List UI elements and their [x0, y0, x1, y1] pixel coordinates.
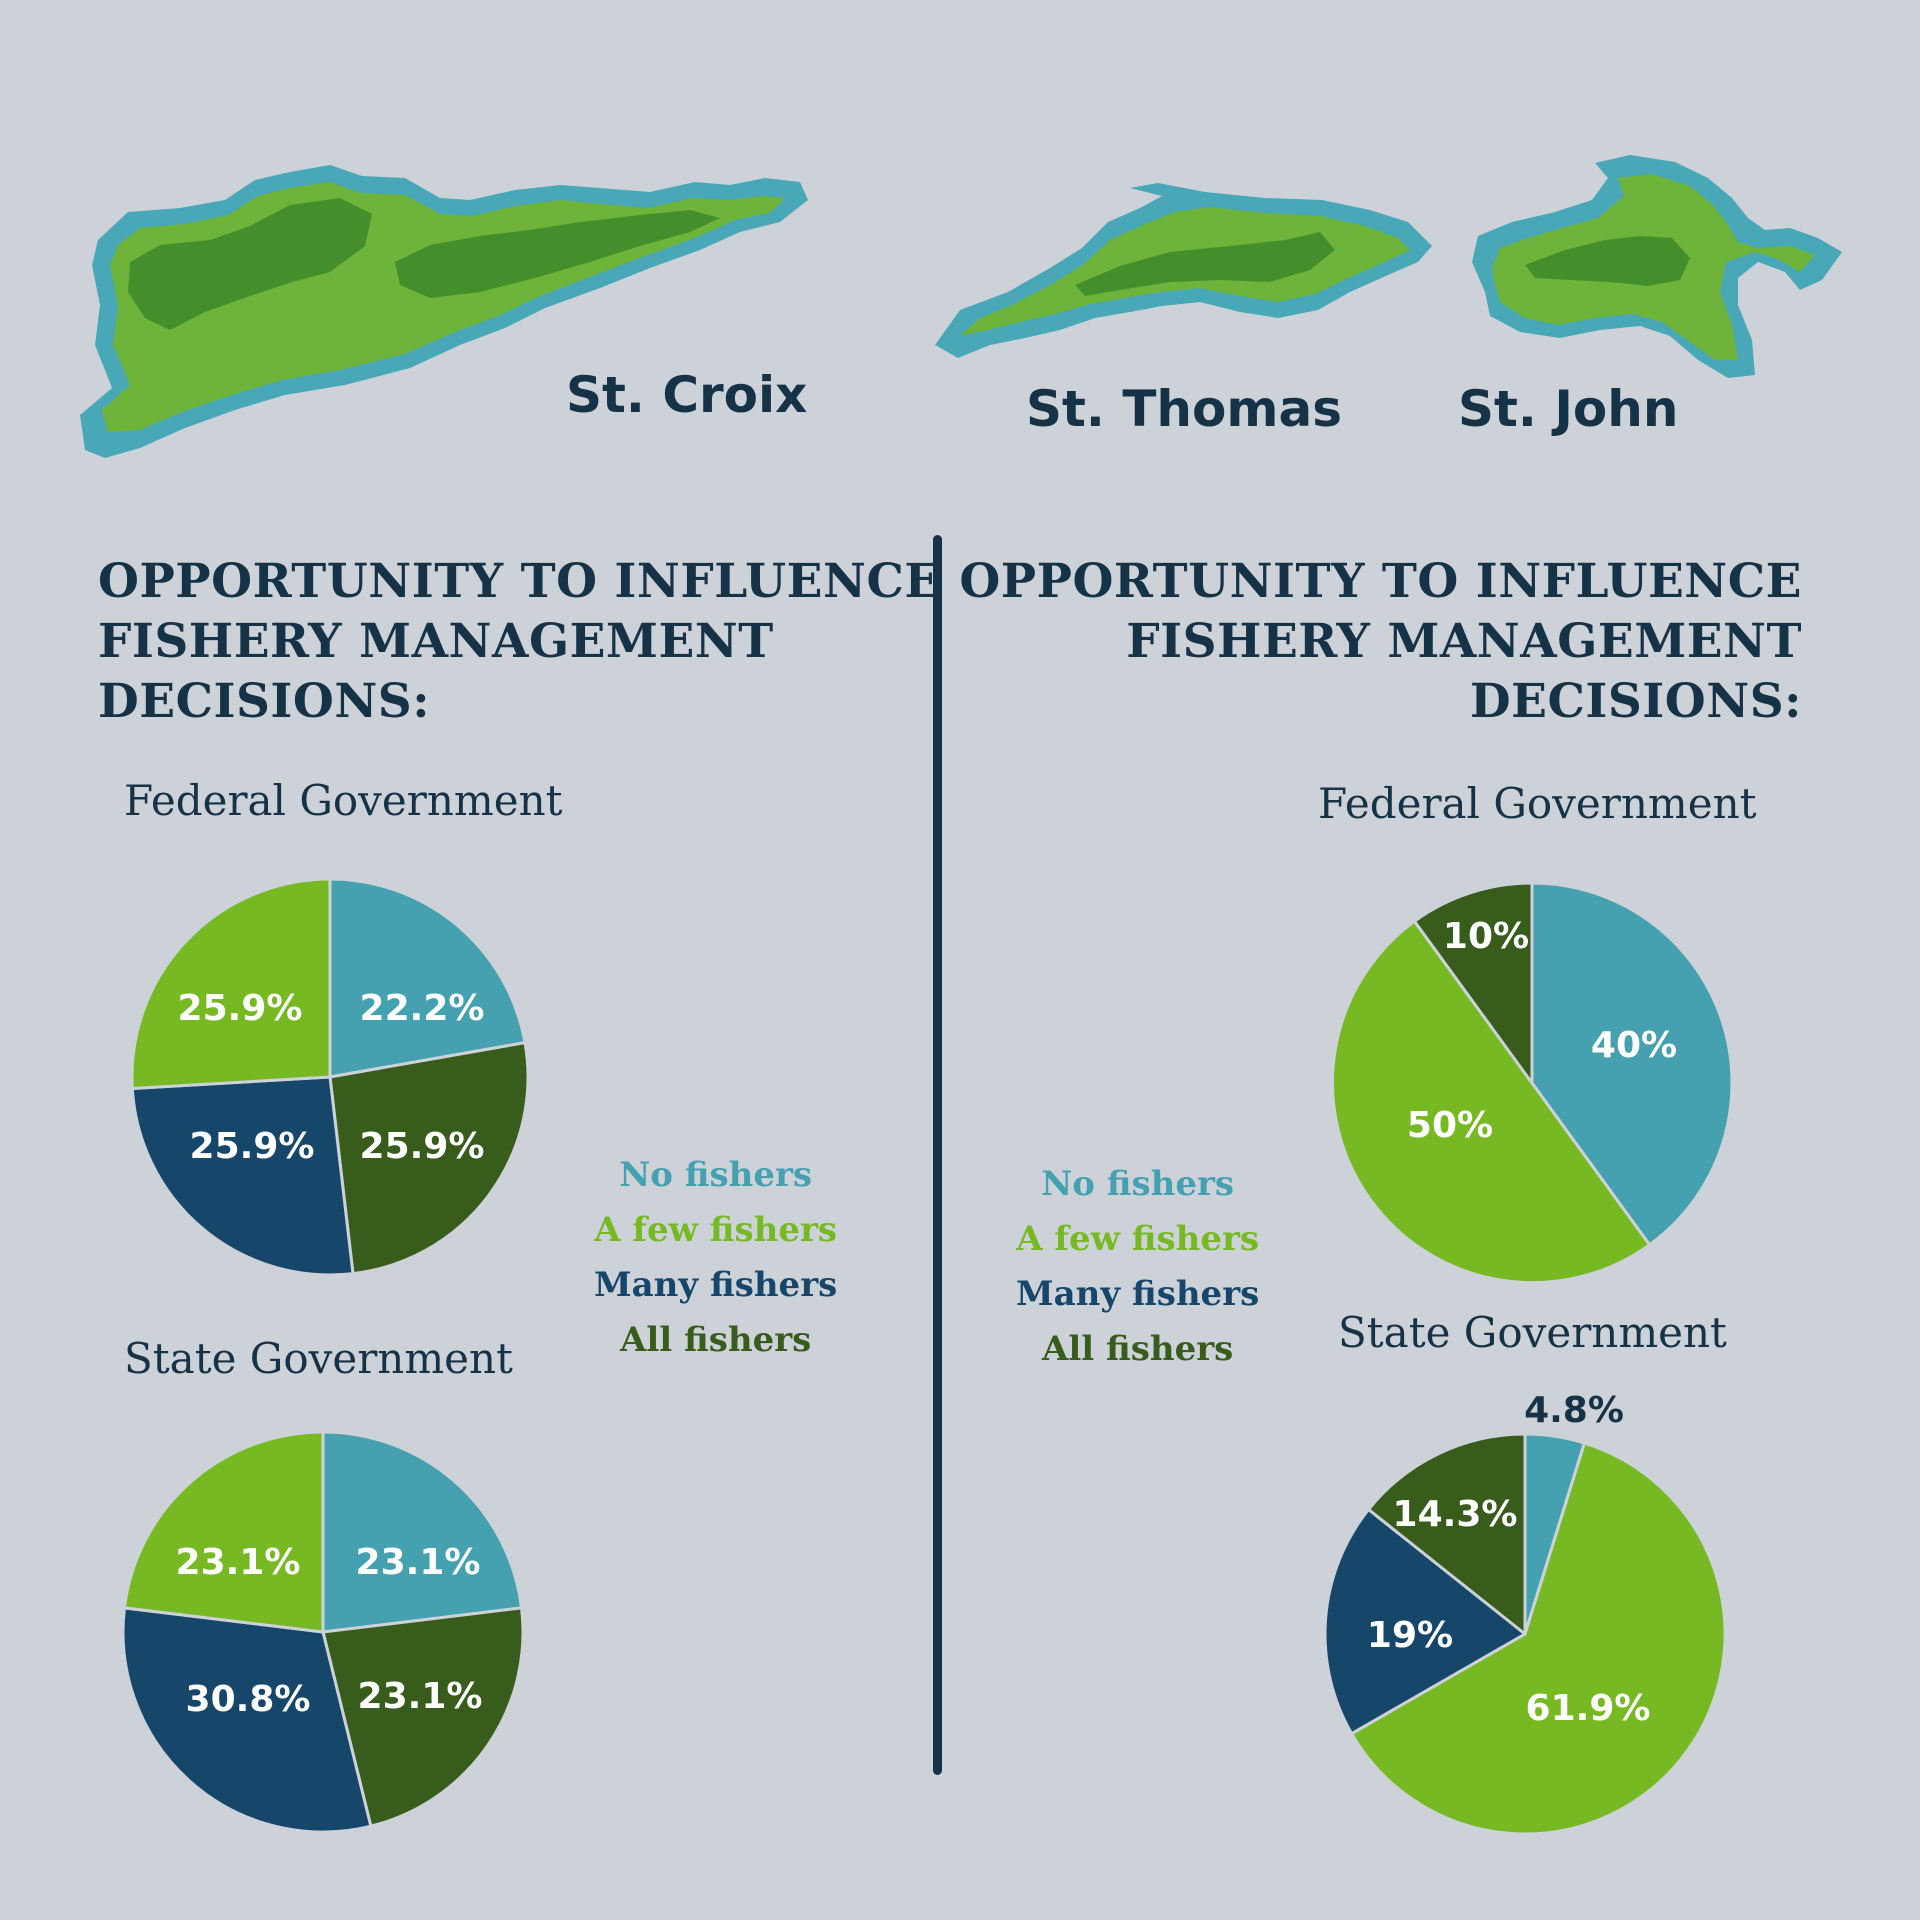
st-croix-label: St. Croix	[566, 366, 808, 424]
pie-right-state: 4.8% 61.9% 19% 14.3%	[1323, 1390, 1727, 1836]
pie-slice-no-fishers	[1530, 881, 1734, 1247]
st-john-label: St. John	[1458, 380, 1679, 438]
islands-illustration	[80, 155, 1842, 458]
pie-slice-no-fishers	[321, 1430, 524, 1634]
pie-slice-a-few-fishers	[1331, 919, 1652, 1285]
legend-item-no-fishers: No fishers	[619, 1155, 813, 1195]
pie-slice-a-few-fishers	[1350, 1441, 1727, 1836]
left-federal-title: Federal Government	[124, 776, 563, 825]
pie-data-label: 50%	[1407, 1105, 1493, 1146]
legend-item-all-fishers: All fishers	[619, 1320, 812, 1360]
right-heading: OPPORTUNITY TO INFLUENCE FISHERY MANAGEM…	[959, 552, 1802, 732]
pie-slice-all-fishers	[321, 1606, 525, 1828]
right-state-title: State Government	[1338, 1308, 1727, 1357]
pie-data-label: 23.1%	[358, 1676, 483, 1717]
pie-slice-a-few-fishers	[122, 1430, 325, 1634]
legend-item-a-few-fishers: A few fishers	[594, 1210, 838, 1250]
pie-slice-no-fishers	[328, 877, 527, 1079]
pie-slice-all-fishers	[1412, 881, 1534, 1085]
pie-data-label: 19%	[1367, 1615, 1453, 1656]
st-thomas-label: St. Thomas	[1026, 380, 1342, 438]
left-state-title: State Government	[124, 1334, 513, 1383]
legend-item-all-fishers: All fishers	[1041, 1329, 1234, 1369]
pie-data-label: 10%	[1443, 916, 1529, 957]
pie-slice-many-fishers	[1323, 1507, 1527, 1736]
pie-slice-many-fishers	[121, 1606, 373, 1834]
pie-slice-many-fishers	[130, 1075, 355, 1277]
pie-data-label: 23.1%	[356, 1542, 481, 1583]
left-heading: OPPORTUNITY TO INFLUENCE FISHERY MANAGEM…	[98, 552, 941, 732]
pie-data-label: 30.8%	[186, 1679, 311, 1720]
pie-slice-all-fishers	[328, 1041, 530, 1276]
pie-left-federal: 22.2% 25.9% 25.9% 25.9%	[130, 877, 530, 1277]
left-heading-line-2: FISHERY MANAGEMENT	[98, 614, 774, 669]
st-john-shape	[1472, 155, 1842, 378]
legend-item-a-few-fishers: A few fishers	[1016, 1219, 1260, 1259]
pie-data-label: 61.9%	[1526, 1688, 1651, 1729]
pie-data-label: 22.2%	[360, 988, 485, 1029]
pie-data-label: 23.1%	[176, 1542, 301, 1583]
pie-data-label: 25.9%	[360, 1126, 485, 1167]
st-thomas-shape	[935, 183, 1432, 358]
pie-data-label: 4.8%	[1524, 1390, 1624, 1431]
pie-slice-a-few-fishers	[130, 877, 332, 1091]
pie-slice-all-fishers	[1367, 1432, 1527, 1636]
right-federal-title: Federal Government	[1318, 779, 1757, 828]
legend-item-many-fishers: Many fishers	[1016, 1274, 1260, 1314]
left-legend: No fishers A few fishers Many fishers Al…	[594, 1148, 837, 1368]
pie-data-label: 25.9%	[178, 988, 303, 1029]
pie-data-label: 25.9%	[190, 1126, 315, 1167]
pie-data-label: 14.3%	[1393, 1494, 1518, 1535]
pie-data-label: 40%	[1591, 1025, 1677, 1066]
st-croix-shape	[80, 165, 808, 458]
legend-item-no-fishers: No fishers	[1041, 1164, 1235, 1204]
right-heading-line-3: DECISIONS:	[1469, 674, 1802, 729]
pie-right-federal: 40% 50% 10%	[1331, 881, 1734, 1285]
left-heading-line-1: OPPORTUNITY TO INFLUENCE	[98, 554, 941, 609]
right-heading-line-2: FISHERY MANAGEMENT	[1126, 614, 1802, 669]
right-heading-line-1: OPPORTUNITY TO INFLUENCE	[959, 554, 1802, 609]
right-legend: No fishers A few fishers Many fishers Al…	[1016, 1157, 1259, 1377]
column-divider	[933, 535, 942, 1775]
left-heading-line-3: DECISIONS:	[98, 674, 431, 729]
legend-item-many-fishers: Many fishers	[594, 1265, 838, 1305]
pie-left-state: 23.1% 23.1% 30.8% 23.1%	[121, 1430, 525, 1834]
